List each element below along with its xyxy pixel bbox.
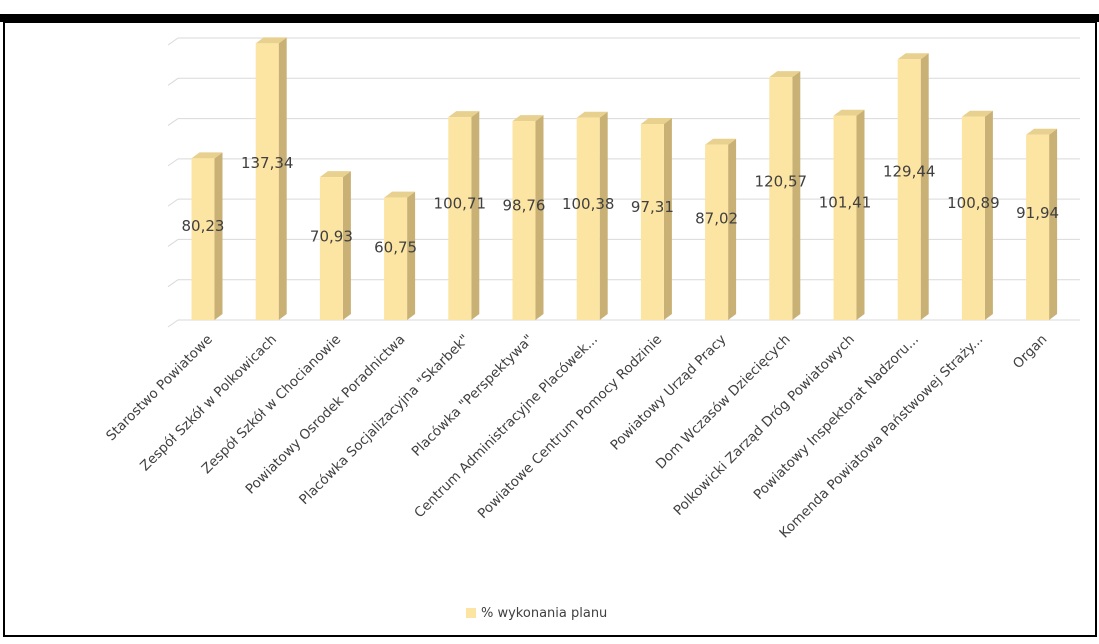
bar-side — [1049, 128, 1058, 320]
gridline-tick — [167, 239, 179, 247]
bar-side — [214, 152, 223, 320]
bar-front — [255, 43, 279, 320]
data-label: 97,31 — [631, 198, 674, 216]
bar-top — [191, 152, 223, 159]
bar — [448, 111, 480, 320]
data-label: 100,89 — [947, 194, 1000, 212]
legend-swatch — [466, 608, 476, 618]
bar-side — [407, 191, 416, 320]
data-label: 80,23 — [182, 217, 225, 235]
gridline-tick — [167, 118, 179, 126]
bar — [897, 53, 929, 320]
bar — [961, 110, 993, 320]
bar-top — [448, 111, 480, 118]
bar-side — [535, 115, 544, 320]
bar-side — [599, 111, 608, 320]
bar-front — [640, 123, 664, 320]
data-label: 100,38 — [562, 195, 615, 213]
bar-side — [663, 117, 672, 320]
bar-front — [833, 115, 857, 320]
bars — [191, 37, 1058, 320]
data-label: 101,41 — [819, 194, 872, 212]
data-label: 87,02 — [695, 210, 738, 228]
bar-top — [961, 110, 993, 117]
bar-top — [384, 191, 416, 198]
bar-top — [255, 37, 287, 44]
value-labels: 80,23 137,34 70,93 60,75 100,71 98,76 100,38 97… — [182, 154, 1060, 257]
bar-side — [984, 110, 993, 320]
data-label: 137,34 — [241, 154, 294, 172]
bar-front — [769, 77, 793, 320]
bar-side — [471, 111, 480, 320]
bar-top — [769, 71, 801, 78]
bar-front — [1026, 134, 1050, 320]
bar-front — [705, 144, 729, 320]
gridline-tick — [167, 77, 179, 86]
bar-top — [319, 171, 351, 178]
bar-top — [833, 109, 865, 116]
bar-side — [342, 171, 351, 320]
bar — [255, 37, 287, 320]
bar-front — [512, 121, 536, 320]
bar-top — [1026, 128, 1058, 135]
bar — [384, 191, 416, 320]
gridline-tick — [167, 37, 179, 46]
bar-front — [448, 117, 472, 320]
bar-front — [576, 117, 600, 320]
bar-top — [705, 138, 737, 145]
bar-top — [512, 115, 544, 122]
bar — [1026, 128, 1058, 320]
data-label: 129,44 — [883, 163, 936, 181]
data-label: 60,75 — [374, 239, 417, 257]
data-label: 98,76 — [503, 197, 546, 215]
data-label: 91,94 — [1016, 204, 1059, 222]
bar-front — [897, 59, 921, 320]
legend-label: % wykonania planu — [481, 606, 607, 621]
bar-side — [856, 109, 865, 320]
bar-front — [961, 116, 985, 320]
gridline-tick — [167, 279, 179, 288]
bar-side — [278, 37, 287, 320]
gridline-tick — [167, 198, 179, 207]
data-label: 70,93 — [310, 227, 353, 245]
bar — [769, 71, 801, 320]
bar-side — [792, 71, 801, 320]
bar — [705, 138, 737, 320]
bar — [576, 111, 608, 320]
bar-front — [191, 158, 215, 320]
gridline-tick — [167, 158, 179, 167]
bar-front — [319, 177, 343, 320]
data-label: 100,71 — [434, 194, 487, 212]
chart-frame — [3, 21, 1097, 637]
bar-top — [897, 53, 929, 60]
chart-top-border — [0, 14, 1099, 22]
data-label: 120,57 — [755, 172, 808, 190]
bar — [319, 171, 351, 320]
bar-top — [576, 111, 608, 118]
legend: % wykonania planu — [466, 606, 607, 621]
bar — [191, 152, 223, 320]
gridline-tick — [167, 319, 179, 328]
bar — [833, 109, 865, 320]
bar-front — [384, 197, 408, 320]
bar-side — [920, 53, 929, 320]
bar — [640, 117, 672, 320]
bar-top — [640, 117, 672, 124]
bar — [512, 115, 544, 320]
bar-side — [728, 138, 737, 320]
